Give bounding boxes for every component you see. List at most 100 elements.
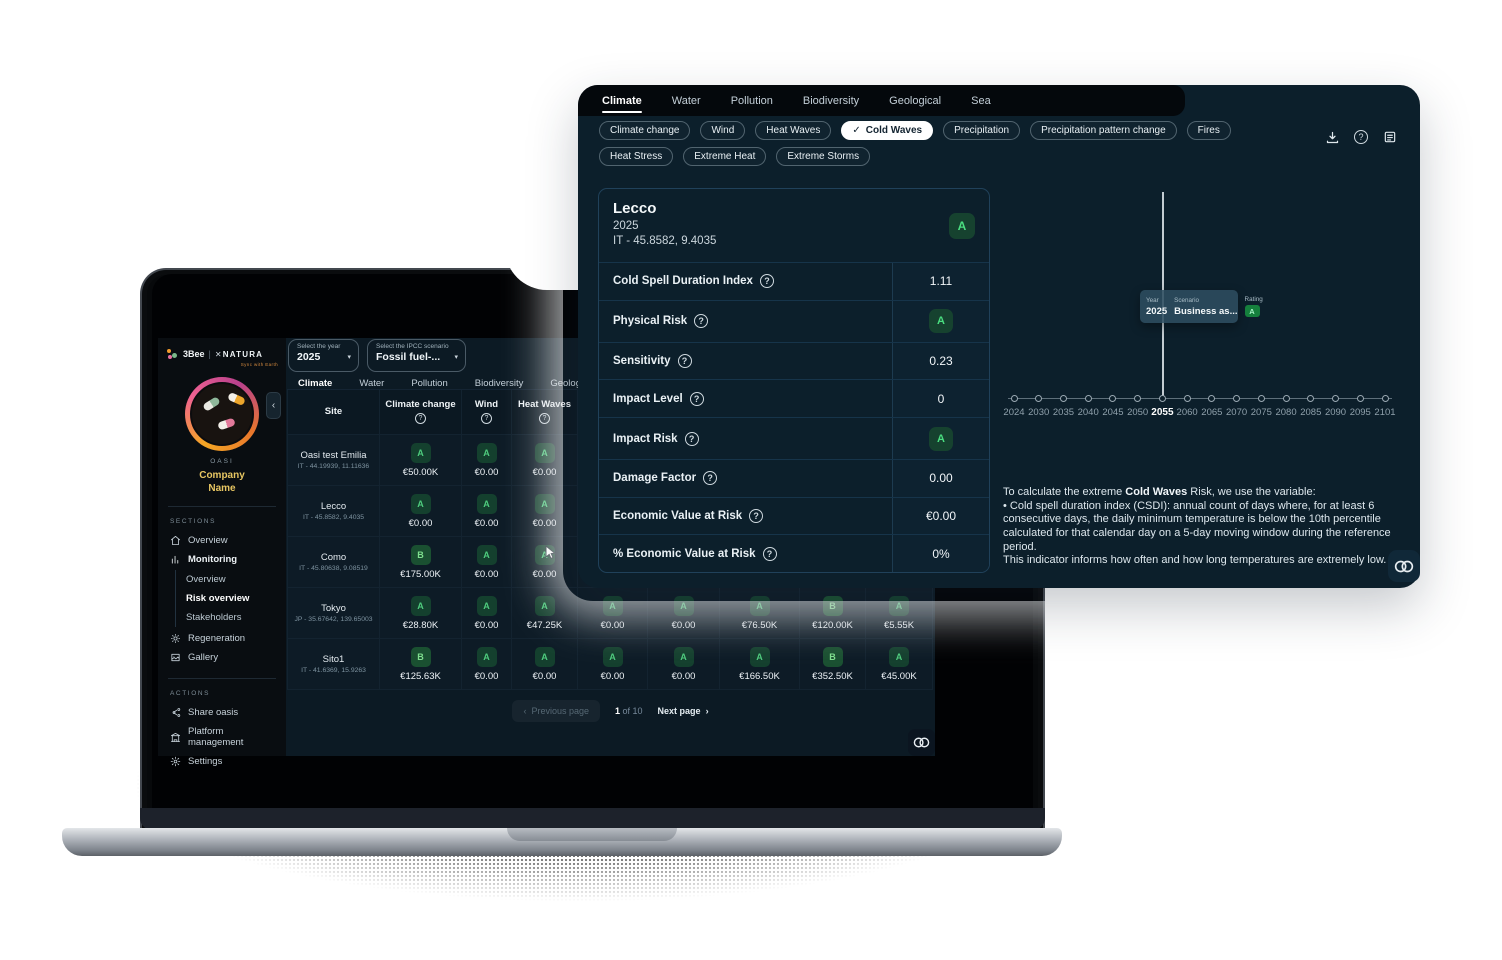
panel-tab-geological[interactable]: Geological — [889, 94, 942, 107]
co-logo-icon — [1388, 550, 1420, 582]
risk-cell[interactable]: A €0.00 — [462, 537, 512, 588]
risk-cell[interactable]: A €5.55K — [866, 588, 933, 639]
panel-tab-sea[interactable]: Sea — [971, 94, 991, 107]
risk-cell[interactable]: A €47.25K — [512, 588, 578, 639]
laptop-tab-geological[interactable]: Geological — [550, 378, 596, 389]
sidebar-item-share-oasis[interactable]: Share oasis — [158, 703, 286, 722]
company-name: Company Name — [199, 470, 245, 494]
risk-value: €50.00K — [402, 466, 439, 478]
year-select[interactable]: Select the year 2025 ▾ — [288, 339, 359, 372]
panel-tab-water[interactable]: Water — [671, 94, 701, 107]
risk-cell[interactable]: A €0.00 — [512, 435, 578, 486]
risk-cell[interactable]: A €0.00 — [512, 537, 578, 588]
risk-value: €0.00 — [600, 670, 625, 682]
panel-tab-climate[interactable]: Climate — [602, 94, 642, 113]
chip-precipitation[interactable]: Precipitation — [943, 121, 1021, 140]
card-row-value: A — [892, 418, 989, 460]
risk-cell[interactable]: A €0.00 — [462, 639, 512, 690]
chart-tick-2101: 2101 — [1374, 407, 1396, 418]
sidebar-item-gallery[interactable]: Gallery — [158, 648, 286, 667]
risk-cell[interactable]: A €0.00 — [512, 486, 578, 537]
chip-extreme-storms[interactable]: Extreme Storms — [776, 147, 871, 166]
sidebar-subitem-risk-overview[interactable]: Risk overview — [186, 593, 250, 604]
next-page-button[interactable]: Next page › — [658, 706, 709, 716]
panel-tab-pollution[interactable]: Pollution — [730, 94, 773, 107]
risk-cell[interactable]: A €50.00K — [380, 435, 462, 486]
chip-cold-waves[interactable]: ✓ Cold Waves — [841, 121, 934, 140]
risk-cell[interactable]: A €0.00 — [648, 588, 720, 639]
download-icon[interactable] — [1324, 129, 1340, 145]
rating-badge: A — [602, 646, 623, 667]
chip-fires[interactable]: Fires — [1186, 121, 1231, 140]
chart-tick-2085: 2085 — [1300, 407, 1322, 418]
risk-cell[interactable]: B €120.00K — [800, 588, 866, 639]
scenario-select[interactable]: Select the IPCC scenario Fossil fuel-...… — [367, 339, 466, 372]
rating-badge: A — [949, 213, 975, 239]
risk-cell[interactable]: A €0.00 — [462, 486, 512, 537]
sidebar-item-regeneration[interactable]: Regeneration — [158, 629, 286, 648]
sidebar-item-platform-management[interactable]: Platform management — [158, 722, 286, 752]
risk-cell[interactable]: B €175.00K — [380, 537, 462, 588]
panel-tab-biodiversity[interactable]: Biodiversity — [802, 94, 860, 107]
site-cell: Lecco IT - 45.8582, 9.4035 — [287, 486, 380, 537]
risk-cell[interactable]: A €0.00 — [512, 639, 578, 690]
risk-cell[interactable]: A €166.50K — [720, 639, 800, 690]
site-coords: IT - 41.6369, 15.9263 — [301, 667, 366, 674]
sidebar-item-label: Overview — [188, 535, 228, 546]
chip-heat-stress[interactable]: Heat Stress — [599, 147, 674, 166]
risk-value: €166.50K — [739, 670, 780, 682]
risk-cell[interactable]: A €28.80K — [380, 588, 462, 639]
rating-badge: A — [534, 646, 555, 667]
previous-page-button[interactable]: ‹ Previous page — [512, 700, 600, 722]
scenario-select-label: Select the IPCC scenario — [376, 343, 449, 350]
chart-tick-2035: 2035 — [1052, 407, 1075, 418]
risk-detail-panel: Climate Water Pollution Biodiversity Geologi… — [578, 85, 1420, 588]
risk-cell[interactable]: A €0.00 — [380, 486, 462, 537]
risk-cell[interactable]: A €0.00 — [462, 435, 512, 486]
risk-cell[interactable]: A €45.00K — [866, 639, 933, 690]
risk-cell[interactable]: A €0.00 — [578, 639, 648, 690]
risk-cell[interactable]: A €0.00 — [462, 588, 512, 639]
risk-cell[interactable]: B €125.63K — [380, 639, 462, 690]
chart-tick-2055[interactable]: 2055 — [1151, 407, 1174, 418]
sidebar-subitem-overview[interactable]: Overview — [186, 574, 226, 585]
laptop-tab-climate[interactable]: Climate — [298, 378, 333, 394]
report-icon[interactable] — [1382, 129, 1398, 145]
building-icon — [170, 732, 181, 743]
table-row[interactable]: Sito1 IT - 41.6369, 15.9263 B €125.63K A €0.0… — [287, 639, 933, 690]
risk-cell[interactable]: A €0.00 — [648, 639, 720, 690]
sidebar-subitem-stakeholders[interactable]: Stakeholders — [186, 612, 242, 623]
chart-axis-dot — [1381, 395, 1389, 402]
chip-wind[interactable]: Wind — [700, 121, 746, 140]
chart-axis-dot — [1084, 395, 1092, 402]
sidebar-item-settings[interactable]: Settings — [158, 752, 286, 771]
rating-badge: A — [476, 595, 497, 616]
card-row-label-text: Economic Value at Risk — [613, 510, 743, 523]
table-row[interactable]: Tokyo JP - 35.67642, 139.65003 A €28.80K A €0… — [287, 588, 933, 639]
sidebar-collapse-button[interactable]: ‹ — [266, 392, 281, 419]
chip-extreme-heat[interactable]: Extreme Heat — [683, 147, 767, 166]
risk-cell[interactable]: A €0.00 — [578, 588, 648, 639]
sidebar-item-overview[interactable]: Overview — [158, 531, 286, 550]
chip-precipitation-pattern-change[interactable]: Precipitation pattern change — [1030, 121, 1177, 140]
laptop-tab-biodiversity[interactable]: Biodiversity — [474, 378, 524, 389]
site-detail-card: Lecco 2025 IT - 45.8582, 9.4035 A Cold S… — [598, 188, 990, 573]
laptop-tab-pollution[interactable]: Pollution — [411, 378, 448, 389]
chart-axis-line — [1008, 398, 1392, 399]
risk-cell[interactable]: A €76.50K — [720, 588, 800, 639]
risk-cell[interactable]: B €352.50K — [800, 639, 866, 690]
tooltip-year-label: Year — [1146, 296, 1159, 304]
chip-climate-change[interactable]: Climate change — [599, 121, 691, 140]
chart-tick-2050: 2050 — [1127, 407, 1149, 418]
chevron-right-icon: › — [705, 706, 709, 716]
sidebar-item-monitoring[interactable]: Monitoring — [158, 550, 286, 569]
help-icon[interactable]: ? — [1353, 129, 1369, 145]
card-location: IT - 45.8582, 9.4035 — [613, 235, 717, 247]
chip-heat-waves[interactable]: Heat Waves — [755, 121, 832, 140]
brand-natura: ✕NATURA — [214, 349, 264, 359]
rating-badge: A — [673, 595, 694, 616]
chip-label: Fires — [1197, 125, 1220, 136]
rating-badge: A — [749, 646, 770, 667]
company-avatar[interactable] — [185, 377, 259, 451]
laptop-tab-water[interactable]: Water — [359, 378, 385, 389]
